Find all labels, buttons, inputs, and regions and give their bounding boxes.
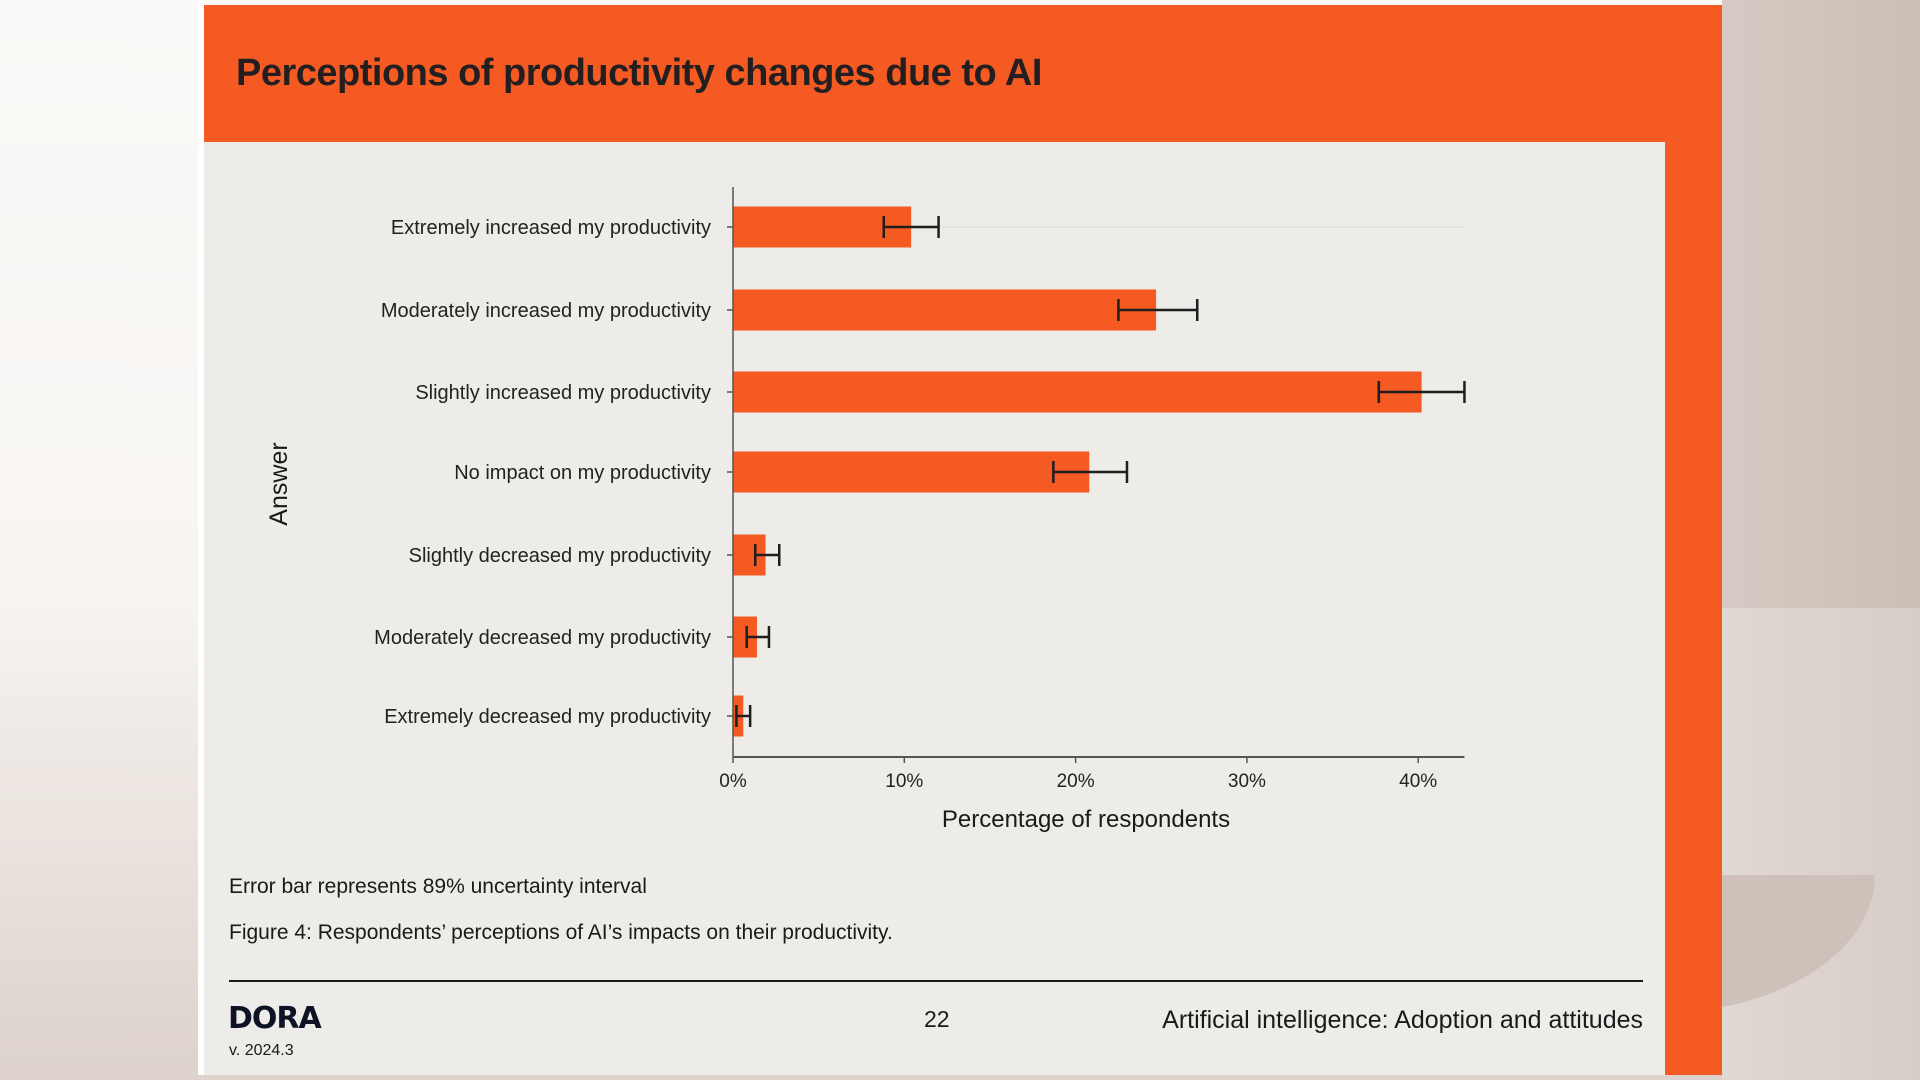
y-tick-label: Slightly increased my productivity [415,382,711,404]
y-tick-label: Moderately decreased my productivity [374,627,711,649]
bar-chart: Extremely increased my productivity Moder… [265,187,1466,833]
y-tick-label: Extremely increased my productivity [391,217,711,239]
x-tick-label: 40% [1399,771,1437,792]
y-tick-label: Extremely decreased my productivity [384,706,711,728]
bar [733,371,1422,413]
y-tick-label: Moderately increased my productivity [381,300,711,322]
section-title: Artificial intelligence: Adoption and at… [1162,1006,1643,1034]
bar [733,451,1090,493]
error-bar-note: Error bar represents 89% uncertainty int… [229,875,647,898]
bar [733,206,912,248]
x-tick-label: 20% [1057,771,1095,792]
x-tick-label: 10% [885,771,923,792]
slide-edge [198,0,204,1075]
version-label: v. 2024.3 [229,1042,294,1059]
bar [733,616,757,658]
y-tick-label: No impact on my productivity [454,462,711,484]
x-tick-label: 30% [1228,771,1266,792]
page-number: 22 [924,1006,950,1032]
background-right-lower [1722,608,1920,1080]
page-title: Perceptions of productivity changes due … [236,52,1042,94]
y-tick-label: Slightly decreased my productivity [409,545,711,567]
bar [733,289,1157,331]
x-tick-label: 0% [719,771,747,792]
footer-divider [229,980,1643,982]
x-axis-title: Percentage of respondents [942,806,1230,833]
figure-caption: Figure 4: Respondents’ perceptions of AI… [229,921,893,944]
y-axis-title: Answer [265,442,293,525]
dora-logo: DORA [228,1001,322,1036]
